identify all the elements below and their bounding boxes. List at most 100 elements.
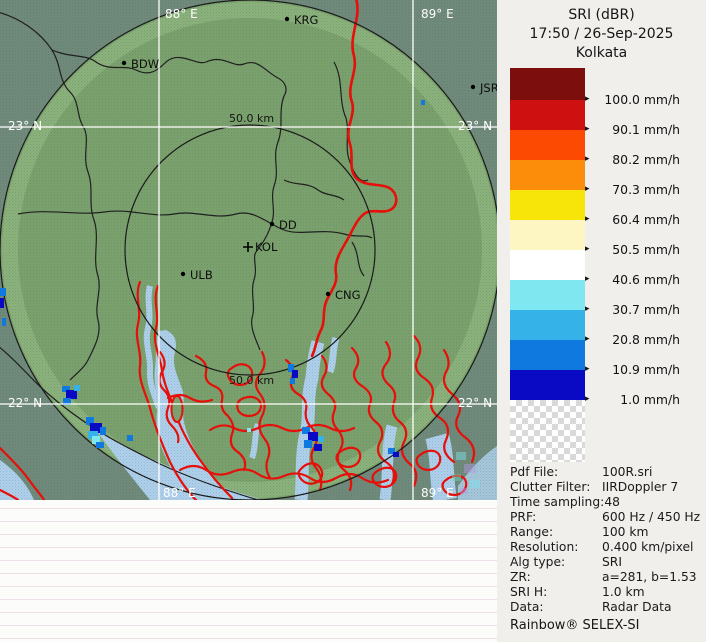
- legend-color-80.2: [510, 130, 585, 160]
- meta-value: 100R.sri: [602, 465, 653, 479]
- meta-label: Pdf File:: [510, 465, 559, 479]
- legend-value: 20.8 mm/h: [612, 332, 680, 347]
- arrow-right-icon: ▸: [585, 364, 590, 374]
- scan-datetime: 17:50 / 26-Sep-2025: [529, 26, 674, 42]
- city-label-dd: DD: [279, 218, 297, 232]
- city-label-ulb: ULB: [190, 268, 213, 282]
- arrow-right-icon: ▸: [585, 184, 590, 194]
- legend-value: 30.7 mm/h: [612, 302, 680, 317]
- legend-color-1.0: [510, 370, 585, 400]
- lon-label-bottom-88: 88° E: [163, 486, 196, 500]
- legend-row: ▸ 50.5 mm/h: [585, 242, 685, 258]
- coordinate-labels: 88° E 89° E 88° E 89° E 23° N 23° N 22° …: [8, 7, 492, 500]
- bottom-filler-strip: [0, 500, 497, 642]
- meta-row-pdf-file: Pdf File: 100R.sri: [510, 465, 702, 480]
- lat-label-left-22: 22° N: [8, 396, 42, 410]
- arrow-right-icon: ▸: [585, 334, 590, 344]
- legend-value: 50.5 mm/h: [612, 242, 680, 257]
- city-label-kol: KOL: [255, 240, 278, 254]
- legend-row: ▸ 100.0 mm/h: [585, 92, 685, 108]
- legend-row: ▸ 90.1 mm/h: [585, 122, 685, 138]
- radar-map-canvas: 88° E 89° E 88° E 89° E 23° N 23° N 22° …: [0, 0, 497, 500]
- arrow-right-icon: ▸: [585, 124, 590, 134]
- meta-label: Alg type:: [510, 555, 566, 569]
- meta-label: Time sampling:: [510, 495, 605, 509]
- lon-label-top-88: 88° E: [165, 7, 198, 21]
- arrow-right-icon: ▸: [585, 394, 590, 404]
- legend-value: 80.2 mm/h: [612, 152, 680, 167]
- arrow-right-icon: ▸: [585, 274, 590, 284]
- meta-label: ZR:: [510, 570, 531, 584]
- legend-color-60.4: [510, 190, 585, 220]
- meta-row-alg-type: Alg type: SRI: [510, 555, 702, 570]
- meta-value: 1.0 km: [602, 585, 645, 599]
- meta-row-time-sampling: Time sampling: 48: [510, 495, 702, 510]
- meta-row-sri-h: SRI H: 1.0 km: [510, 585, 702, 600]
- legend-row: ▸ 80.2 mm/h: [585, 152, 685, 168]
- legend-color-10.9: [510, 340, 585, 370]
- scan-metadata: Pdf File: 100R.sri Clutter Filter: IIRDopp…: [510, 465, 702, 615]
- lat-label-right-22: 22° N: [458, 396, 492, 410]
- arrow-right-icon: ▸: [585, 94, 590, 104]
- legend-color-90.1: [510, 100, 585, 130]
- legend-value: 90.1 mm/h: [612, 122, 680, 137]
- meta-row-zr: ZR: a=281, b=1.53: [510, 570, 702, 585]
- meta-value: Radar Data: [602, 600, 672, 614]
- ring-label-top: 50.0 km: [229, 112, 274, 125]
- station-name: Kolkata: [575, 45, 628, 61]
- city-markers: BDW KRG JSR DD KOL ULB CNG: [121, 13, 497, 302]
- legend-color-70.3: [510, 160, 585, 190]
- city-label-bdw: BDW: [131, 57, 159, 71]
- legend-value: 40.6 mm/h: [612, 272, 680, 287]
- meta-value: SRI: [602, 555, 622, 569]
- radar-site-cross-icon: [243, 242, 253, 252]
- legend-color-100.0: [510, 68, 585, 100]
- legend-row: ▸ 70.3 mm/h: [585, 182, 685, 198]
- grid-lines: [0, 0, 497, 500]
- international-border: [0, 0, 398, 500]
- legend-row: ▸ 60.4 mm/h: [585, 212, 685, 228]
- legend-color-40.6: [510, 250, 585, 280]
- legend-value: 70.3 mm/h: [612, 182, 680, 197]
- meta-label: Data:: [510, 600, 544, 614]
- legend-color-30.7: [510, 280, 585, 310]
- meta-value: 0.400 km/pixel: [602, 540, 694, 554]
- legend-transparency-checker: [510, 400, 585, 462]
- river-island: [170, 395, 184, 423]
- city-label-jsr: JSR: [479, 81, 497, 95]
- meta-value: 600 Hz / 450 Hz: [602, 510, 701, 524]
- meta-label: Range:: [510, 525, 554, 539]
- panel-header: SRI (dBR) 17:50 / 26-Sep-2025 Kolkata: [497, 6, 706, 63]
- legend-color-20.8: [510, 310, 585, 340]
- product-title: SRI (dBR): [568, 7, 635, 23]
- legend-value: 60.4 mm/h: [612, 212, 680, 227]
- software-brand: Rainbow® SELEX-SI: [510, 618, 640, 633]
- legend-color-50.5: [510, 220, 585, 250]
- legend-row: ▸ 1.0 mm/h: [585, 392, 685, 408]
- lat-label-right-23: 23° N: [458, 119, 492, 133]
- ring-label-bottom: 50.0 km: [229, 374, 274, 387]
- legend-row: ▸ 40.6 mm/h: [585, 272, 685, 288]
- lon-label-bottom-89: 89° E: [421, 486, 454, 500]
- legend-row: ▸ 20.8 mm/h: [585, 332, 685, 348]
- legend-value: 100.0 mm/h: [604, 92, 680, 107]
- meta-label: SRI H:: [510, 585, 548, 599]
- legend-value: 10.9 mm/h: [612, 362, 680, 377]
- meta-label: PRF:: [510, 510, 537, 524]
- meta-label: Clutter Filter:: [510, 480, 591, 494]
- meta-label: Resolution:: [510, 540, 579, 554]
- arrow-right-icon: ▸: [585, 214, 590, 224]
- arrow-right-icon: ▸: [585, 244, 590, 254]
- meta-row-range: Range: 100 km: [510, 525, 702, 540]
- range-rings: [0, 0, 497, 500]
- meta-row-resolution: Resolution: 0.400 km/pixel: [510, 540, 702, 555]
- radar-map: 88° E 89° E 88° E 89° E 23° N 23° N 22° …: [0, 0, 497, 500]
- info-panel: SRI (dBR) 17:50 / 26-Sep-2025 Kolkata ▸ 1…: [497, 0, 706, 642]
- meta-value: 48: [604, 495, 620, 509]
- meta-row-prf: PRF: 600 Hz / 450 Hz: [510, 510, 702, 525]
- legend-row: ▸ 30.7 mm/h: [585, 302, 685, 318]
- lat-label-left-23: 23° N: [8, 119, 42, 133]
- city-label-krg: KRG: [294, 13, 318, 27]
- lon-label-top-89: 89° E: [421, 7, 454, 21]
